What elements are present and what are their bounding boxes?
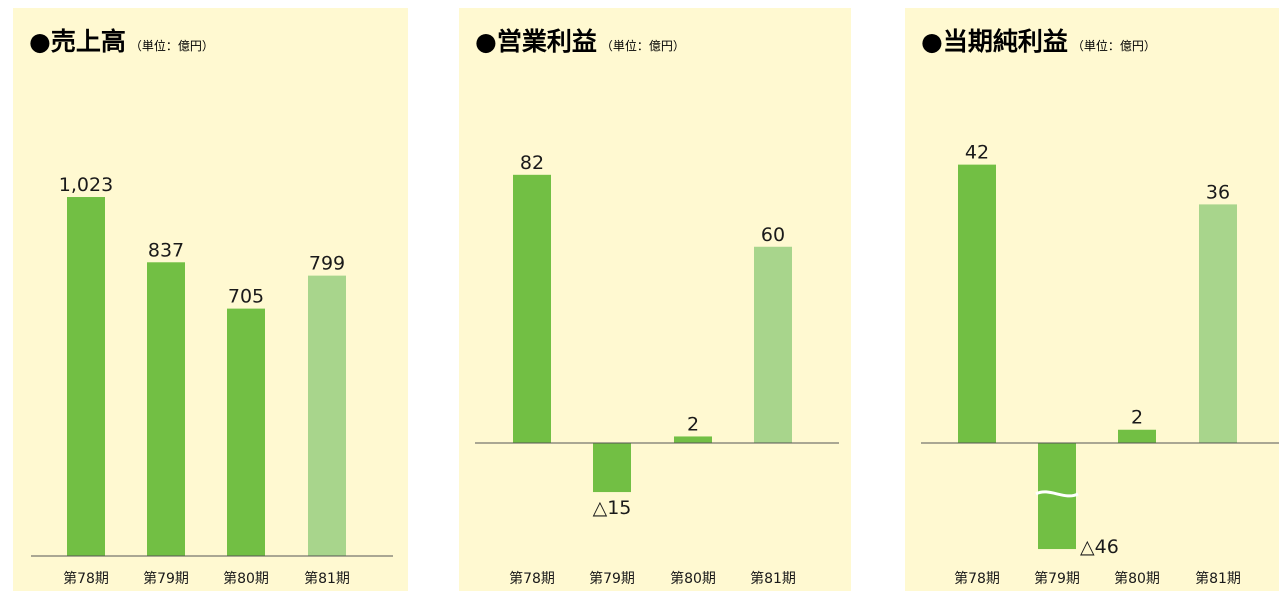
bar [754, 246, 792, 443]
bar [227, 308, 265, 556]
bar [958, 164, 996, 443]
bar [1199, 204, 1237, 443]
bar [308, 275, 346, 556]
value-label: 705 [228, 286, 264, 308]
value-label: △15 [593, 497, 632, 519]
value-label: 2 [1131, 407, 1143, 429]
bar [593, 443, 631, 493]
value-label: 799 [309, 253, 345, 275]
value-label: 36 [1206, 181, 1230, 203]
sales-bar-chart: 1,023 第78期 837 第79期 705 第80期 799 第81期 [31, 174, 393, 587]
value-label: 60 [761, 224, 785, 246]
chart-unit-label: （単位：億円） [1071, 39, 1156, 53]
value-label: 42 [965, 142, 989, 164]
category-label: 第78期 [63, 570, 109, 587]
category-label: 第81期 [304, 570, 350, 587]
value-label: 2 [687, 413, 699, 435]
bar [513, 174, 551, 443]
category-label: 第78期 [509, 570, 555, 587]
category-label: 第79期 [589, 570, 635, 587]
value-label: 1,023 [59, 174, 113, 196]
value-label: △46 [1080, 536, 1119, 558]
category-label: 第80期 [223, 570, 269, 587]
chart-title-main: ●売上高 [29, 27, 126, 56]
value-label: 837 [148, 239, 184, 261]
category-label: 第79期 [143, 570, 189, 587]
category-label: 第78期 [954, 570, 1000, 587]
value-label: 82 [520, 152, 544, 174]
category-label: 第80期 [670, 570, 716, 587]
bar [674, 436, 712, 443]
category-label: 第81期 [750, 570, 796, 587]
net-income-chart-panel: ●当期純利益 （単位：億円） 42 第78期 △46 第79期 2 第80期 36 第81期 [905, 8, 1279, 591]
chart-title: ●売上高 （単位：億円） [29, 22, 214, 58]
bar [67, 197, 105, 556]
category-label: 第81期 [1195, 570, 1241, 587]
sales-chart-panel: ●売上高 （単位：億円） 1,023 第78期 837 第79期 705 第80期 799 第8… [13, 8, 408, 591]
chart-unit-label: （単位：億円） [129, 39, 214, 53]
chart-title: ●営業利益 （単位：億円） [475, 22, 685, 58]
operating-income-bar-chart: 82 第78期 △15 第79期 2 第80期 60 第81期 [475, 152, 839, 587]
operating-income-chart-panel: ●営業利益 （単位：億円） 82 第78期 △15 第79期 2 第80期 60 第81期 [459, 8, 851, 591]
chart-title-main: ●営業利益 [475, 27, 597, 56]
chart-title-main: ●当期純利益 [921, 27, 1068, 56]
category-label: 第79期 [1034, 570, 1080, 587]
category-label: 第80期 [1114, 570, 1160, 587]
chart-title: ●当期純利益 （単位：億円） [921, 22, 1156, 58]
bar [147, 262, 185, 556]
bar [1118, 429, 1156, 443]
axis-break-mark [1035, 490, 1079, 498]
chart-unit-label: （単位：億円） [600, 39, 685, 53]
